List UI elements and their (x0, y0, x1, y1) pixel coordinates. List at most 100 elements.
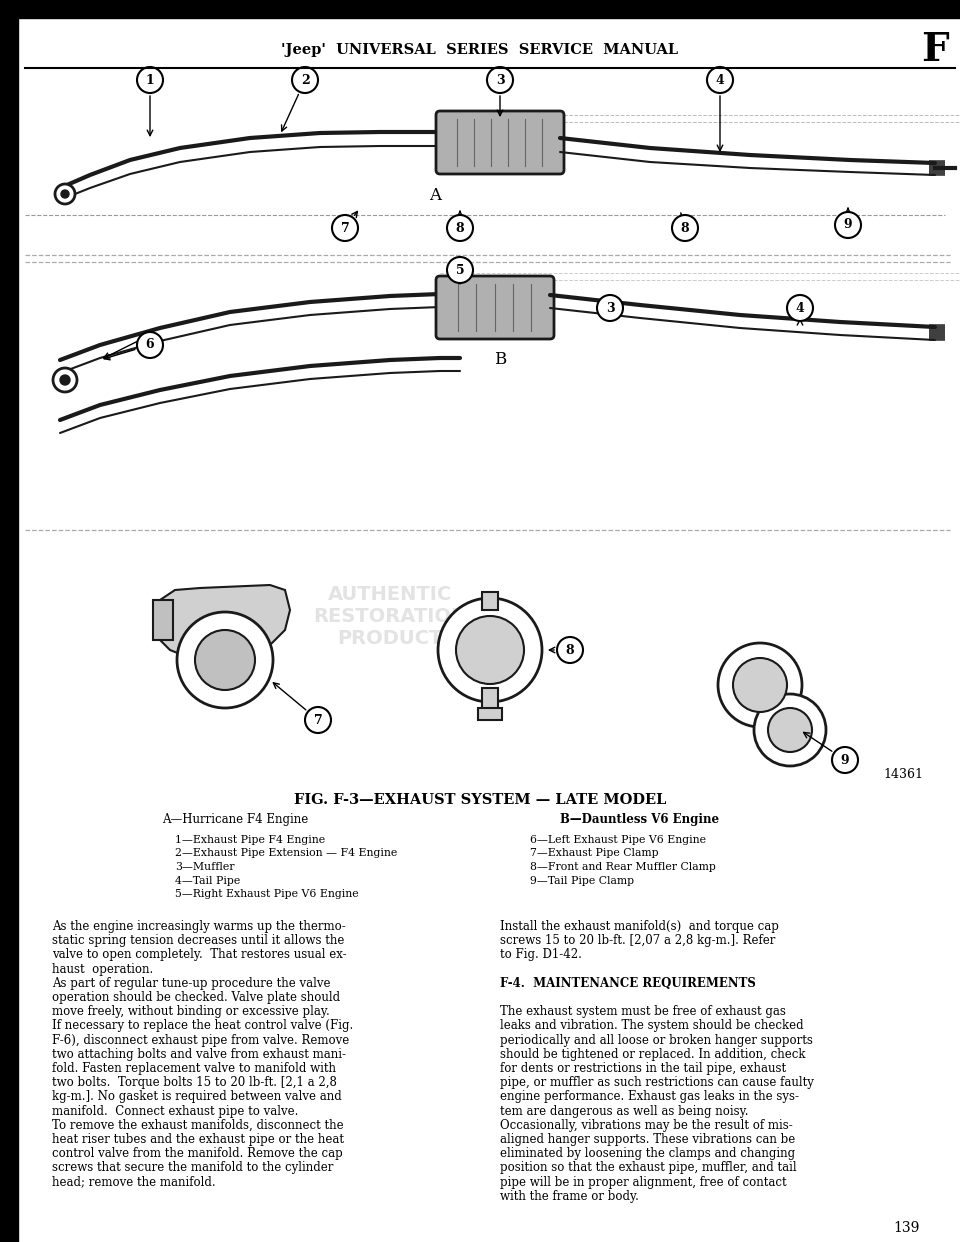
Text: with the frame or body.: with the frame or body. (500, 1190, 638, 1202)
Text: 9: 9 (844, 219, 852, 231)
Circle shape (787, 296, 813, 320)
Text: 4: 4 (715, 73, 725, 87)
Text: As the engine increasingly warms up the thermo-: As the engine increasingly warms up the … (52, 920, 346, 933)
Text: 6—Left Exhaust Pipe V6 Engine: 6—Left Exhaust Pipe V6 Engine (530, 835, 706, 845)
Circle shape (438, 597, 542, 702)
Circle shape (672, 215, 698, 241)
Circle shape (55, 184, 75, 204)
Text: F-6), disconnect exhaust pipe from valve. Remove: F-6), disconnect exhaust pipe from valve… (52, 1033, 349, 1047)
Text: Install the exhaust manifold(s)  and torque cap: Install the exhaust manifold(s) and torq… (500, 920, 779, 933)
Circle shape (305, 707, 331, 733)
Text: aligned hanger supports. These vibrations can be: aligned hanger supports. These vibration… (500, 1133, 795, 1146)
Text: two bolts.  Torque bolts 15 to 20 lb-ft. [2,1 a 2,8: two bolts. Torque bolts 15 to 20 lb-ft. … (52, 1077, 337, 1089)
Circle shape (60, 375, 70, 385)
Circle shape (61, 190, 69, 197)
Text: should be tightened or replaced. In addition, check: should be tightened or replaced. In addi… (500, 1048, 805, 1061)
Text: 1—Exhaust Pipe F4 Engine: 1—Exhaust Pipe F4 Engine (175, 835, 325, 845)
Text: operation should be checked. Valve plate should: operation should be checked. Valve plate… (52, 991, 340, 1004)
Circle shape (447, 257, 473, 283)
Text: AUTHENTIC: AUTHENTIC (328, 585, 452, 605)
Text: kg-m.]. No gasket is required between valve and: kg-m.]. No gasket is required between va… (52, 1090, 342, 1103)
Text: pipe, or muffler as such restrictions can cause faulty: pipe, or muffler as such restrictions ca… (500, 1077, 814, 1089)
Text: 2—Exhaust Pipe Extension — F4 Engine: 2—Exhaust Pipe Extension — F4 Engine (175, 848, 397, 858)
Text: position so that the exhaust pipe, muffler, and tail: position so that the exhaust pipe, muffl… (500, 1161, 797, 1175)
Text: To remove the exhaust manifolds, disconnect the: To remove the exhaust manifolds, disconn… (52, 1119, 344, 1131)
Text: 3: 3 (606, 302, 614, 314)
Text: 1: 1 (146, 73, 155, 87)
Text: A—Hurricane F4 Engine: A—Hurricane F4 Engine (162, 814, 308, 826)
Text: haust  operation.: haust operation. (52, 963, 154, 976)
Text: two attaching bolts and valve from exhaust mani-: two attaching bolts and valve from exhau… (52, 1048, 346, 1061)
Text: FIG. F-3—EXHAUST SYSTEM — LATE MODEL: FIG. F-3—EXHAUST SYSTEM — LATE MODEL (294, 792, 666, 807)
Circle shape (53, 368, 77, 392)
Text: 8: 8 (565, 643, 574, 657)
Text: 139: 139 (894, 1221, 920, 1235)
Text: B: B (493, 351, 506, 369)
Bar (478, 708, 502, 720)
Circle shape (447, 215, 473, 241)
Bar (482, 688, 498, 710)
Circle shape (597, 296, 623, 320)
Circle shape (832, 746, 858, 773)
Text: move freely, without binding or excessive play.: move freely, without binding or excessiv… (52, 1005, 329, 1018)
Text: 3: 3 (495, 73, 504, 87)
Text: 4: 4 (796, 302, 804, 314)
Circle shape (137, 67, 163, 93)
Circle shape (557, 637, 583, 663)
Text: 7—Exhaust Pipe Clamp: 7—Exhaust Pipe Clamp (530, 848, 659, 858)
Text: eliminated by loosening the clamps and changing: eliminated by loosening the clamps and c… (500, 1148, 795, 1160)
FancyBboxPatch shape (436, 276, 554, 339)
Text: RESTORATION: RESTORATION (313, 607, 468, 626)
Text: 3—Muffler: 3—Muffler (175, 862, 234, 872)
Circle shape (718, 643, 802, 727)
Text: B—Dauntless V6 Engine: B—Dauntless V6 Engine (561, 814, 720, 826)
Bar (482, 592, 498, 610)
Text: F: F (922, 31, 948, 70)
Text: A: A (429, 186, 441, 204)
Circle shape (195, 630, 255, 691)
Text: PRODUCT: PRODUCT (337, 630, 443, 648)
Text: 8: 8 (681, 221, 689, 235)
Bar (153, 600, 173, 640)
Text: If necessary to replace the heat control valve (Fig.: If necessary to replace the heat control… (52, 1020, 353, 1032)
Text: 7: 7 (341, 221, 349, 235)
Text: static spring tension decreases until it allows the: static spring tension decreases until it… (52, 934, 345, 948)
Text: periodically and all loose or broken hanger supports: periodically and all loose or broken han… (500, 1033, 813, 1047)
Text: 2: 2 (300, 73, 309, 87)
Text: head; remove the manifold.: head; remove the manifold. (52, 1176, 216, 1189)
Text: 5—Right Exhaust Pipe V6 Engine: 5—Right Exhaust Pipe V6 Engine (175, 889, 359, 899)
Text: F-4.  MAINTENANCE REQUIREMENTS: F-4. MAINTENANCE REQUIREMENTS (500, 976, 756, 990)
FancyBboxPatch shape (436, 111, 564, 174)
Text: engine performance. Exhaust gas leaks in the sys-: engine performance. Exhaust gas leaks in… (500, 1090, 799, 1103)
Text: screws that secure the manifold to the cylinder: screws that secure the manifold to the c… (52, 1161, 333, 1175)
Text: 7: 7 (314, 713, 323, 727)
Circle shape (456, 616, 524, 684)
Text: 9: 9 (841, 754, 850, 766)
Circle shape (768, 708, 812, 751)
Bar (0, 0, 18, 1242)
Circle shape (332, 215, 358, 241)
Text: to Fig. D1-42.: to Fig. D1-42. (500, 949, 582, 961)
Circle shape (177, 612, 273, 708)
Text: 'Jeep'  UNIVERSAL  SERIES  SERVICE  MANUAL: 'Jeep' UNIVERSAL SERIES SERVICE MANUAL (281, 43, 679, 57)
Text: 9—Tail Pipe Clamp: 9—Tail Pipe Clamp (530, 876, 635, 886)
Text: manifold.  Connect exhaust pipe to valve.: manifold. Connect exhaust pipe to valve. (52, 1104, 299, 1118)
Text: valve to open completely.  That restores usual ex-: valve to open completely. That restores … (52, 949, 347, 961)
Text: As part of regular tune-up procedure the valve: As part of regular tune-up procedure the… (52, 976, 330, 990)
Circle shape (733, 658, 787, 712)
Text: 4—Tail Pipe: 4—Tail Pipe (175, 876, 240, 886)
Text: screws 15 to 20 lb-ft. [2,07 a 2,8 kg-m.]. Refer: screws 15 to 20 lb-ft. [2,07 a 2,8 kg-m.… (500, 934, 776, 948)
Polygon shape (158, 585, 290, 660)
Text: 8: 8 (456, 221, 465, 235)
Text: fold. Fasten replacement valve to manifold with: fold. Fasten replacement valve to manifo… (52, 1062, 336, 1076)
Circle shape (835, 212, 861, 238)
Text: 14361: 14361 (883, 769, 923, 781)
Text: Occasionally, vibrations may be the result of mis-: Occasionally, vibrations may be the resu… (500, 1119, 793, 1131)
Text: leaks and vibration. The system should be checked: leaks and vibration. The system should b… (500, 1020, 804, 1032)
Text: tem are dangerous as well as being noisy.: tem are dangerous as well as being noisy… (500, 1104, 749, 1118)
Circle shape (137, 332, 163, 358)
Text: 5: 5 (456, 263, 465, 277)
Circle shape (487, 67, 513, 93)
Text: pipe will be in proper alignment, free of contact: pipe will be in proper alignment, free o… (500, 1176, 786, 1189)
Text: heat riser tubes and the exhaust pipe or the heat: heat riser tubes and the exhaust pipe or… (52, 1133, 344, 1146)
